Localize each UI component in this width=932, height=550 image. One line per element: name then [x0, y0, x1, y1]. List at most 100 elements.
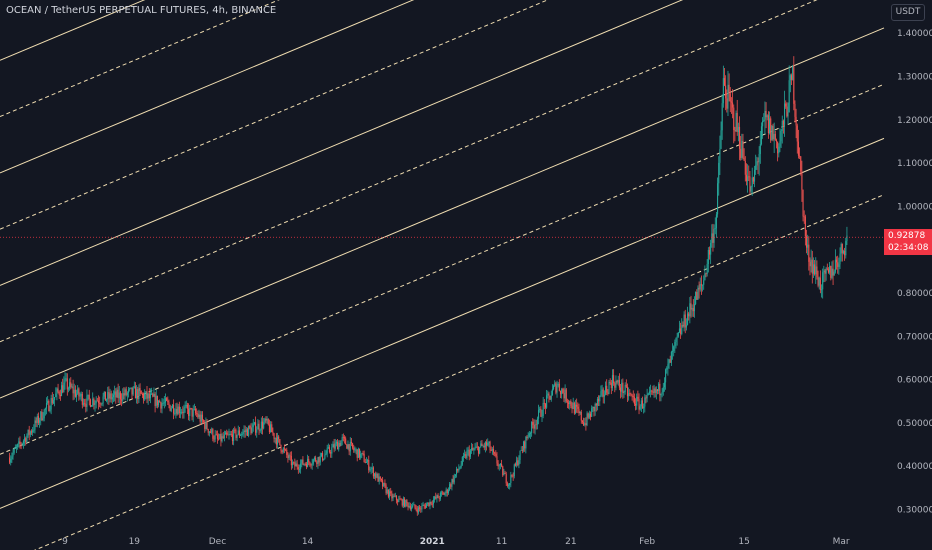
candle[interactable]	[375, 471, 377, 481]
candle[interactable]	[224, 430, 227, 435]
candle[interactable]	[389, 488, 391, 500]
candle[interactable]	[10, 455, 12, 466]
candle[interactable]	[79, 392, 81, 400]
candle[interactable]	[468, 445, 470, 461]
candle[interactable]	[831, 261, 833, 280]
candle[interactable]	[730, 97, 732, 114]
candle[interactable]	[283, 444, 285, 454]
candle[interactable]	[586, 411, 588, 427]
candle[interactable]	[181, 408, 183, 415]
channel-solid-line-0[interactable]	[0, 137, 885, 509]
candle[interactable]	[64, 372, 66, 390]
candle[interactable]	[223, 430, 225, 442]
candle[interactable]	[275, 432, 277, 449]
candle[interactable]	[287, 452, 289, 463]
candle[interactable]	[140, 390, 142, 395]
candle[interactable]	[646, 388, 648, 403]
candle[interactable]	[481, 440, 483, 447]
candle[interactable]	[810, 249, 812, 273]
candle[interactable]	[677, 332, 679, 338]
candle[interactable]	[562, 387, 564, 394]
candle[interactable]	[174, 408, 176, 416]
candle[interactable]	[250, 423, 252, 436]
candle[interactable]	[307, 454, 309, 468]
candle[interactable]	[74, 385, 76, 398]
candle[interactable]	[519, 450, 521, 464]
candle[interactable]	[420, 506, 422, 513]
candle[interactable]	[211, 427, 213, 435]
candle[interactable]	[227, 430, 229, 436]
candle[interactable]	[48, 399, 50, 412]
candle[interactable]	[324, 449, 326, 460]
candle[interactable]	[50, 394, 52, 415]
candle[interactable]	[652, 385, 654, 396]
candle[interactable]	[66, 373, 68, 396]
candle[interactable]	[742, 133, 744, 160]
candle[interactable]	[570, 399, 572, 409]
candle[interactable]	[735, 110, 737, 132]
candle[interactable]	[817, 270, 819, 288]
candle[interactable]	[842, 249, 845, 255]
candle[interactable]	[760, 122, 763, 146]
candle[interactable]	[438, 495, 440, 502]
candle[interactable]	[115, 388, 117, 404]
candle[interactable]	[249, 424, 251, 430]
candle[interactable]	[343, 435, 346, 444]
candle[interactable]	[561, 387, 563, 399]
candle[interactable]	[52, 394, 54, 405]
candle[interactable]	[229, 430, 231, 436]
candle[interactable]	[28, 425, 30, 441]
candle[interactable]	[162, 398, 164, 406]
candle[interactable]	[635, 398, 637, 411]
candle[interactable]	[693, 296, 696, 318]
candle[interactable]	[833, 269, 835, 276]
candle[interactable]	[449, 481, 451, 492]
candle[interactable]	[835, 256, 838, 270]
candle[interactable]	[185, 400, 187, 409]
candle[interactable]	[353, 444, 355, 453]
candle[interactable]	[177, 403, 179, 415]
candle[interactable]	[365, 457, 368, 463]
candle[interactable]	[620, 384, 622, 399]
candle[interactable]	[430, 501, 432, 506]
candle[interactable]	[45, 397, 48, 415]
channel-dashed-line-3[interactable]	[0, 0, 884, 230]
candle[interactable]	[557, 381, 559, 388]
candle[interactable]	[780, 129, 782, 149]
candle[interactable]	[34, 416, 36, 434]
candle[interactable]	[270, 421, 272, 433]
candle[interactable]	[189, 405, 191, 422]
candle[interactable]	[303, 463, 305, 467]
candle[interactable]	[78, 387, 80, 401]
candle[interactable]	[747, 164, 749, 193]
candle[interactable]	[845, 237, 847, 259]
candle[interactable]	[618, 373, 620, 391]
candle[interactable]	[492, 445, 495, 456]
candle[interactable]	[124, 387, 126, 401]
candle[interactable]	[385, 483, 387, 496]
candle[interactable]	[614, 381, 616, 393]
candle[interactable]	[758, 146, 760, 176]
candle[interactable]	[349, 437, 351, 456]
candle[interactable]	[152, 392, 154, 398]
candle[interactable]	[328, 444, 331, 454]
candle[interactable]	[632, 390, 634, 403]
candle[interactable]	[812, 257, 814, 278]
candle[interactable]	[278, 435, 280, 443]
candle[interactable]	[825, 266, 827, 281]
candle[interactable]	[571, 402, 573, 414]
candle[interactable]	[70, 377, 72, 390]
candle[interactable]	[779, 128, 781, 153]
candle[interactable]	[799, 147, 801, 160]
candle[interactable]	[123, 387, 125, 400]
candle[interactable]	[668, 359, 670, 369]
candle[interactable]	[382, 476, 384, 490]
candle[interactable]	[259, 428, 261, 433]
candle[interactable]	[160, 401, 162, 413]
candle[interactable]	[24, 434, 26, 446]
candle[interactable]	[469, 448, 471, 459]
candle[interactable]	[576, 398, 578, 413]
candle[interactable]	[613, 369, 615, 386]
candle[interactable]	[650, 384, 652, 398]
candle[interactable]	[559, 390, 562, 399]
